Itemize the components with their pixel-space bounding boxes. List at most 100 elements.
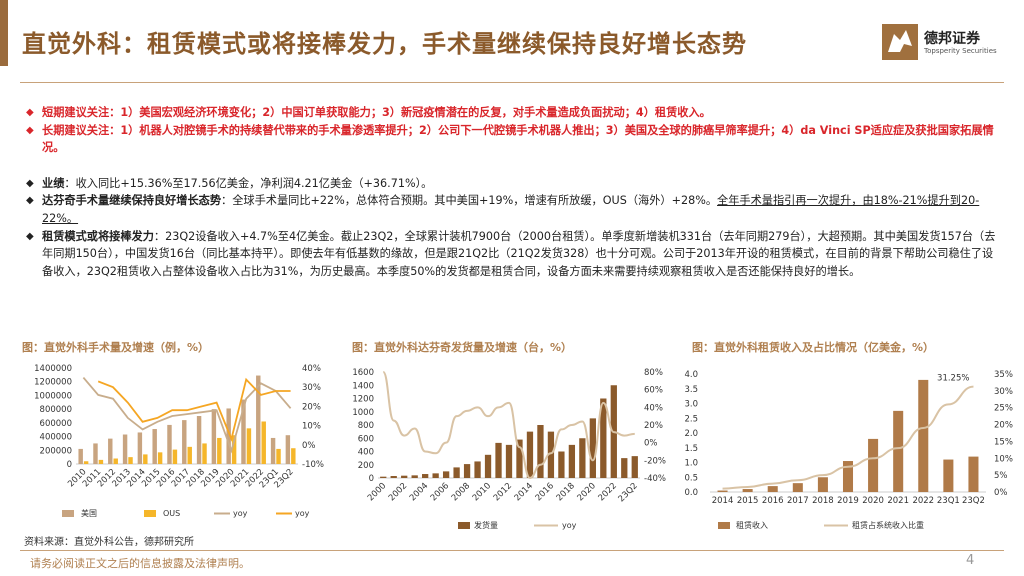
x-tick-label: 2020 bbox=[576, 481, 598, 503]
y-tick-label: 800000 bbox=[40, 405, 72, 415]
bar-ous bbox=[187, 446, 192, 464]
bar-shipments bbox=[547, 431, 555, 478]
y2-tick-label: 35% bbox=[994, 370, 1013, 380]
y-tick-label: 600 bbox=[358, 434, 374, 444]
note-performance: ◆ 业绩：收入同比+15.36%至17.56亿美金，净利润4.21亿美金（+36… bbox=[26, 175, 996, 193]
chart-title-3: 图：直觉外科租赁收入及占比情况（亿美金，%） bbox=[692, 341, 935, 354]
bar-us bbox=[122, 434, 128, 464]
y-tick-label: 600000 bbox=[40, 419, 72, 429]
chart-title-2: 图：直觉外科达芬奇发货量及增速（台，%） bbox=[352, 341, 573, 354]
x-tick-label: 2002 bbox=[387, 481, 409, 503]
legend-shipments-swatch bbox=[458, 522, 470, 529]
y-tick-label: 800 bbox=[358, 421, 374, 431]
bar-shipments bbox=[558, 451, 565, 478]
bar-ous bbox=[157, 452, 163, 464]
source-note: 资料来源：直觉外科公告，德邦研究所 bbox=[24, 537, 194, 548]
diamond-bullet-icon: ◆ bbox=[26, 107, 34, 118]
x-tick-label: 2015 bbox=[737, 496, 759, 506]
bar-lease-revenue bbox=[893, 410, 904, 492]
bar-lease-revenue bbox=[767, 486, 778, 492]
y-tick-label: 1.5 bbox=[684, 444, 698, 454]
bar-us bbox=[226, 408, 231, 464]
legend-yoy-1: yoy bbox=[233, 509, 248, 518]
lease-share-line bbox=[722, 385, 974, 490]
y-tick-label: 1.0 bbox=[684, 459, 698, 469]
bar-shipments bbox=[390, 476, 397, 478]
x-tick-label: 2022 bbox=[912, 496, 934, 506]
bar-lease-revenue bbox=[918, 379, 929, 492]
x-tick-label: 23Q2 bbox=[617, 481, 640, 504]
chart-title-1: 图：直觉外科手术量及增速（例，%） bbox=[22, 341, 210, 354]
y2-tick-label: 25% bbox=[994, 404, 1013, 414]
yoy-line bbox=[382, 371, 635, 480]
y-tick-label: 3.5 bbox=[684, 385, 698, 395]
bar-lease-revenue bbox=[868, 438, 879, 492]
footer-rule bbox=[20, 550, 1004, 551]
diamond-bullet-icon: ◆ bbox=[26, 230, 34, 242]
bar-lease-revenue bbox=[968, 456, 979, 492]
y-tick-label: 4.0 bbox=[684, 370, 698, 380]
x-tick-label: 2004 bbox=[408, 481, 430, 503]
note-long: ◆ 长期建议关注：1）机器人对腔镜手术的持续替代带来的手术量渗透率提升；2）公司… bbox=[26, 123, 994, 155]
bar-shipments bbox=[453, 467, 460, 478]
bar-shipments bbox=[422, 474, 429, 478]
logo: 德邦证券 Topsperity Securities bbox=[882, 24, 1012, 70]
y-tick-label: 1000 bbox=[352, 408, 374, 418]
bar-shipments bbox=[516, 439, 523, 478]
y-tick-label: 0 bbox=[67, 460, 72, 470]
legend-us-swatch bbox=[62, 510, 74, 517]
y-tick-label: 0.0 bbox=[684, 488, 698, 498]
x-tick-label: 2006 bbox=[429, 481, 451, 503]
bar-shipments bbox=[505, 444, 513, 478]
data-label-annotation: 31.25% bbox=[937, 374, 969, 384]
chart-shipments: 0 200 400 600 800 1000 1200 1400 1600 -40% -20% 0% 2… bbox=[352, 368, 666, 530]
y-tick-label: 400 bbox=[358, 448, 374, 458]
y2-tick-label: 0% bbox=[994, 488, 1008, 498]
x-tick-label: 23Q1 bbox=[937, 496, 960, 506]
bar-us bbox=[256, 375, 261, 464]
bar-ous bbox=[172, 449, 178, 464]
y2-tick-label: 0% bbox=[302, 441, 316, 451]
yoy-line-2 bbox=[97, 377, 291, 442]
y-tick-label: 1000000 bbox=[34, 391, 72, 401]
bar-shipments bbox=[442, 471, 450, 478]
y-tick-label: 400000 bbox=[40, 433, 72, 443]
x-tick-label: 2012 bbox=[492, 481, 514, 503]
bar-ous bbox=[202, 443, 207, 464]
diamond-bullet-icon: ◆ bbox=[26, 195, 34, 207]
page-number: 4 bbox=[966, 553, 975, 568]
legend-yoy: yoy bbox=[562, 521, 577, 530]
bar-ous bbox=[276, 448, 281, 464]
y2-tick-label: 5% bbox=[994, 471, 1008, 481]
x-tick-label: 2016 bbox=[534, 481, 556, 503]
disclaimer: 请务必阅读正文之后的信息披露及法律声明。 bbox=[30, 557, 250, 570]
legend-lease-revenue-swatch bbox=[718, 522, 730, 529]
y-tick-label: 2.0 bbox=[684, 429, 698, 439]
x-tick-label: 2008 bbox=[450, 481, 472, 503]
y2-tick-label: 40% bbox=[302, 364, 321, 374]
notes: ◆ 短期建议关注：1）美国宏观经济环境变化；2）中国订单获取能力；3）新冠疫情潜… bbox=[26, 104, 996, 280]
y-tick-label: 0 bbox=[369, 474, 374, 484]
diamond-bullet-icon: ◆ bbox=[26, 177, 34, 189]
bar-us bbox=[285, 435, 291, 464]
x-tick-label: 2014 bbox=[513, 481, 535, 503]
bar-us bbox=[152, 429, 157, 464]
bar-lease-revenue bbox=[717, 490, 728, 492]
bar-us bbox=[78, 448, 83, 464]
bar-lease-revenue bbox=[943, 459, 954, 492]
header-rule bbox=[20, 82, 1004, 83]
bar-shipments bbox=[401, 475, 408, 478]
bar-shipments bbox=[380, 476, 387, 478]
y2-tick-label: 40% bbox=[644, 403, 663, 413]
bar-us bbox=[182, 420, 187, 464]
bar-lease-revenue bbox=[842, 461, 854, 492]
y2-tick-label: 20% bbox=[644, 421, 663, 431]
x-tick-label: 2019 bbox=[837, 496, 859, 506]
x-tick-label: 2017 bbox=[787, 496, 809, 506]
bar-us bbox=[108, 438, 113, 464]
y2-tick-label: 20% bbox=[302, 402, 321, 412]
bar-shipments bbox=[411, 475, 418, 478]
logo-mark-icon bbox=[882, 24, 918, 60]
logo-name-cn: 德邦证券 bbox=[924, 31, 980, 47]
bar-shipments bbox=[579, 438, 586, 478]
